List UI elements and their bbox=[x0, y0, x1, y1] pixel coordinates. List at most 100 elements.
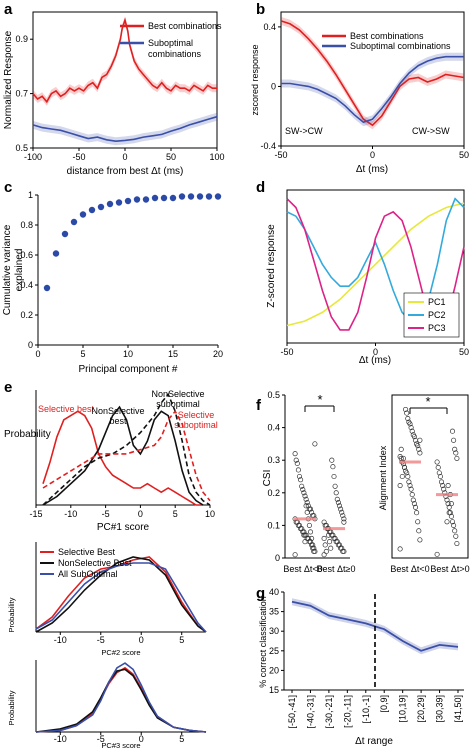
panel-c: 0 5 10 15 20 0 0.2 0.4 0.6 0.8 1 Principal compone… bbox=[2, 190, 223, 375]
panel-f1-point-1-28 bbox=[332, 483, 338, 489]
panel-c-y-ticklabel-0.8: 0.8 bbox=[20, 220, 33, 230]
legend-label-suboptimal-1: Suboptimal bbox=[148, 38, 193, 48]
panel-e-x-ticklabel--5: -5 bbox=[102, 509, 110, 519]
panel-f1-point-0-35 bbox=[295, 467, 301, 473]
panel-f1-point-0-46 bbox=[304, 509, 310, 515]
panel-label-b: b bbox=[256, 1, 265, 18]
panel-c-point-14 bbox=[160, 194, 168, 202]
panel-a-x-ticklabel--100: -100 bbox=[24, 152, 42, 162]
panel-e3-line-2 bbox=[35, 662, 207, 733]
panel-f2-point-1-6 bbox=[448, 513, 454, 519]
panel-e-line-1 bbox=[42, 405, 204, 506]
panel-f1-point-0-44 bbox=[306, 522, 312, 528]
panel-f1-y-ticklabel-0.5: 0.5 bbox=[267, 390, 280, 400]
annotation-selective-best: Selective best bbox=[38, 404, 95, 414]
panel-f2-point-1-20 bbox=[454, 455, 460, 461]
panel-f1-point-0-41 bbox=[310, 542, 316, 548]
panel-f2-point-0-39 bbox=[417, 437, 423, 443]
panel-c-point-10 bbox=[124, 197, 132, 205]
sig-star-f1: * bbox=[317, 392, 322, 407]
panel-g-x-ticklabel-9: [41,50] bbox=[453, 695, 463, 723]
panel-g-x-ticklabel-7: [20,29] bbox=[416, 695, 426, 723]
panel-f2-point-1-1 bbox=[454, 540, 460, 547]
panel-f2-point-0-10 bbox=[407, 483, 413, 489]
panel-f2-point-1-28 bbox=[445, 483, 451, 489]
panel-label-d: d bbox=[256, 179, 265, 196]
panel-d-x-ticklabel-50: 50 bbox=[459, 347, 469, 357]
panel-f2-point-1-10 bbox=[444, 497, 450, 503]
panel-f2-point-1-9 bbox=[445, 501, 451, 507]
panel-c-point-20 bbox=[214, 193, 222, 200]
panel-c-x-ticklabel-5: 5 bbox=[80, 349, 85, 359]
panel-f2-point-1-21 bbox=[453, 450, 459, 456]
panel-f1-y-ticklabel-0.2: 0.2 bbox=[267, 488, 280, 498]
panel-c-x-ticklabel-20: 20 bbox=[213, 349, 223, 359]
panel-c-xlabel: Principal component # bbox=[79, 364, 178, 375]
panel-g-x-ticklabel-1: [-40,-31] bbox=[305, 695, 315, 729]
panel-e2-x-ticklabel-0: 0 bbox=[139, 635, 144, 645]
panel-f1-point-1-32 bbox=[328, 545, 334, 551]
panel-f2: * Alignment Index Best Δt<0 Best Δt>0 bbox=[378, 394, 470, 574]
panel-g-y-ticklabel-35: 35 bbox=[269, 607, 279, 617]
panel-e3-xlabel: PC#3 score bbox=[101, 741, 140, 749]
panel-f2-point-0-11 bbox=[406, 479, 412, 485]
panel-e3-x-ticklabel--10: -10 bbox=[54, 734, 67, 744]
panel-f2-point-0-7 bbox=[410, 497, 416, 503]
panel-c-point-18 bbox=[196, 193, 204, 200]
panel-f1-y-ticklabel-0.1: 0.1 bbox=[267, 520, 280, 530]
panel-f1-point-0-31 bbox=[300, 486, 306, 493]
annotation-nonselective-suboptimal-1: NonSelective bbox=[151, 389, 204, 399]
panel-a: -100 -50 0 50 100 0.5 0.7 0.9 Best combinations… bbox=[3, 11, 225, 177]
panel-f1-point-0-48 bbox=[302, 539, 308, 545]
panel-e-line-2 bbox=[42, 392, 211, 506]
panel-f1-point-0-49 bbox=[301, 532, 307, 538]
panel-d: -50 0 50 PC1 PC2 PC3 Δt (ms) Z-scored respon… bbox=[266, 189, 469, 366]
legend-label-suboptimal-2: combinations bbox=[148, 49, 202, 59]
panel-g-x-ticklabel-0: [-50,-41] bbox=[287, 695, 297, 729]
panel-e3: -10 -5 0 5 Probability PC#3 score bbox=[7, 660, 207, 749]
legend-label-pc1: PC1 bbox=[428, 297, 446, 307]
panel-f2-point-1-13 bbox=[441, 486, 447, 492]
panel-g-x-ticklabel-5: [0,9] bbox=[379, 695, 389, 713]
legend-label-selective-best: Selective Best bbox=[58, 547, 116, 557]
panel-g-ylabel: % correct classification bbox=[258, 596, 268, 688]
panel-label-c: c bbox=[4, 179, 12, 196]
panel-f1-point-0-27 bbox=[304, 500, 310, 506]
panel-f1-point-1-29 bbox=[331, 473, 337, 480]
panel-c-x-ticklabel-0: 0 bbox=[35, 349, 40, 359]
legend-label-best: Best combinations bbox=[148, 21, 222, 31]
panel-b-y-ticklabel-0.4: 0.4 bbox=[263, 22, 276, 32]
panel-e2-line-2 bbox=[35, 562, 207, 633]
panel-b-line-1 bbox=[281, 55, 464, 124]
panel-f1-point-1-36 bbox=[323, 548, 329, 555]
panel-d-x-ticklabel--50: -50 bbox=[280, 347, 293, 357]
panel-f2-point-1-29 bbox=[444, 519, 450, 525]
panel-f1-point-1-34 bbox=[325, 532, 332, 538]
panel-f2-ylabel: Alignment Index bbox=[378, 445, 388, 510]
panel-d-xlabel: Δt (ms) bbox=[359, 355, 391, 366]
panel-d-line-0 bbox=[286, 202, 465, 327]
panel-a-x-ticklabel--50: -50 bbox=[72, 152, 85, 162]
panel-f2-point-1-14 bbox=[440, 483, 446, 489]
panel-f2-point-1-16 bbox=[437, 473, 443, 480]
panel-f1-point-1-24 bbox=[336, 503, 343, 509]
panel-f1-point-1-27 bbox=[333, 490, 339, 496]
panel-c-point-17 bbox=[187, 193, 195, 200]
panel-f2-point-1-25 bbox=[448, 501, 454, 507]
panel-f2-point-0-1 bbox=[417, 537, 423, 543]
panel-g-x-ticklabel-2: [-30,-21] bbox=[324, 695, 334, 729]
panel-c-ylabel-2: explained bbox=[14, 249, 25, 292]
annotation-nonselective-best-2: best bbox=[109, 416, 127, 426]
panel-e2-x-ticklabel--5: -5 bbox=[97, 635, 105, 645]
legend-label-pc2: PC2 bbox=[428, 310, 446, 320]
legend-label-all-suboptimal: All SubOptimal bbox=[58, 569, 118, 579]
panel-e-xlabel: PC#1 score bbox=[97, 522, 150, 533]
panel-b-ylabel: zscored response bbox=[250, 44, 260, 115]
panel-e2-x-ticklabel-5: 5 bbox=[179, 635, 184, 645]
panel-f2-point-1-0 bbox=[434, 551, 440, 557]
panel-f2-point-0-28 bbox=[408, 425, 414, 431]
panel-e2-x-ticklabel--10: -10 bbox=[54, 635, 67, 645]
panel-f2-point-0-14 bbox=[403, 468, 409, 474]
panel-f2-point-1-15 bbox=[438, 479, 445, 485]
panel-g-y-ticklabel-40: 40 bbox=[269, 587, 279, 597]
